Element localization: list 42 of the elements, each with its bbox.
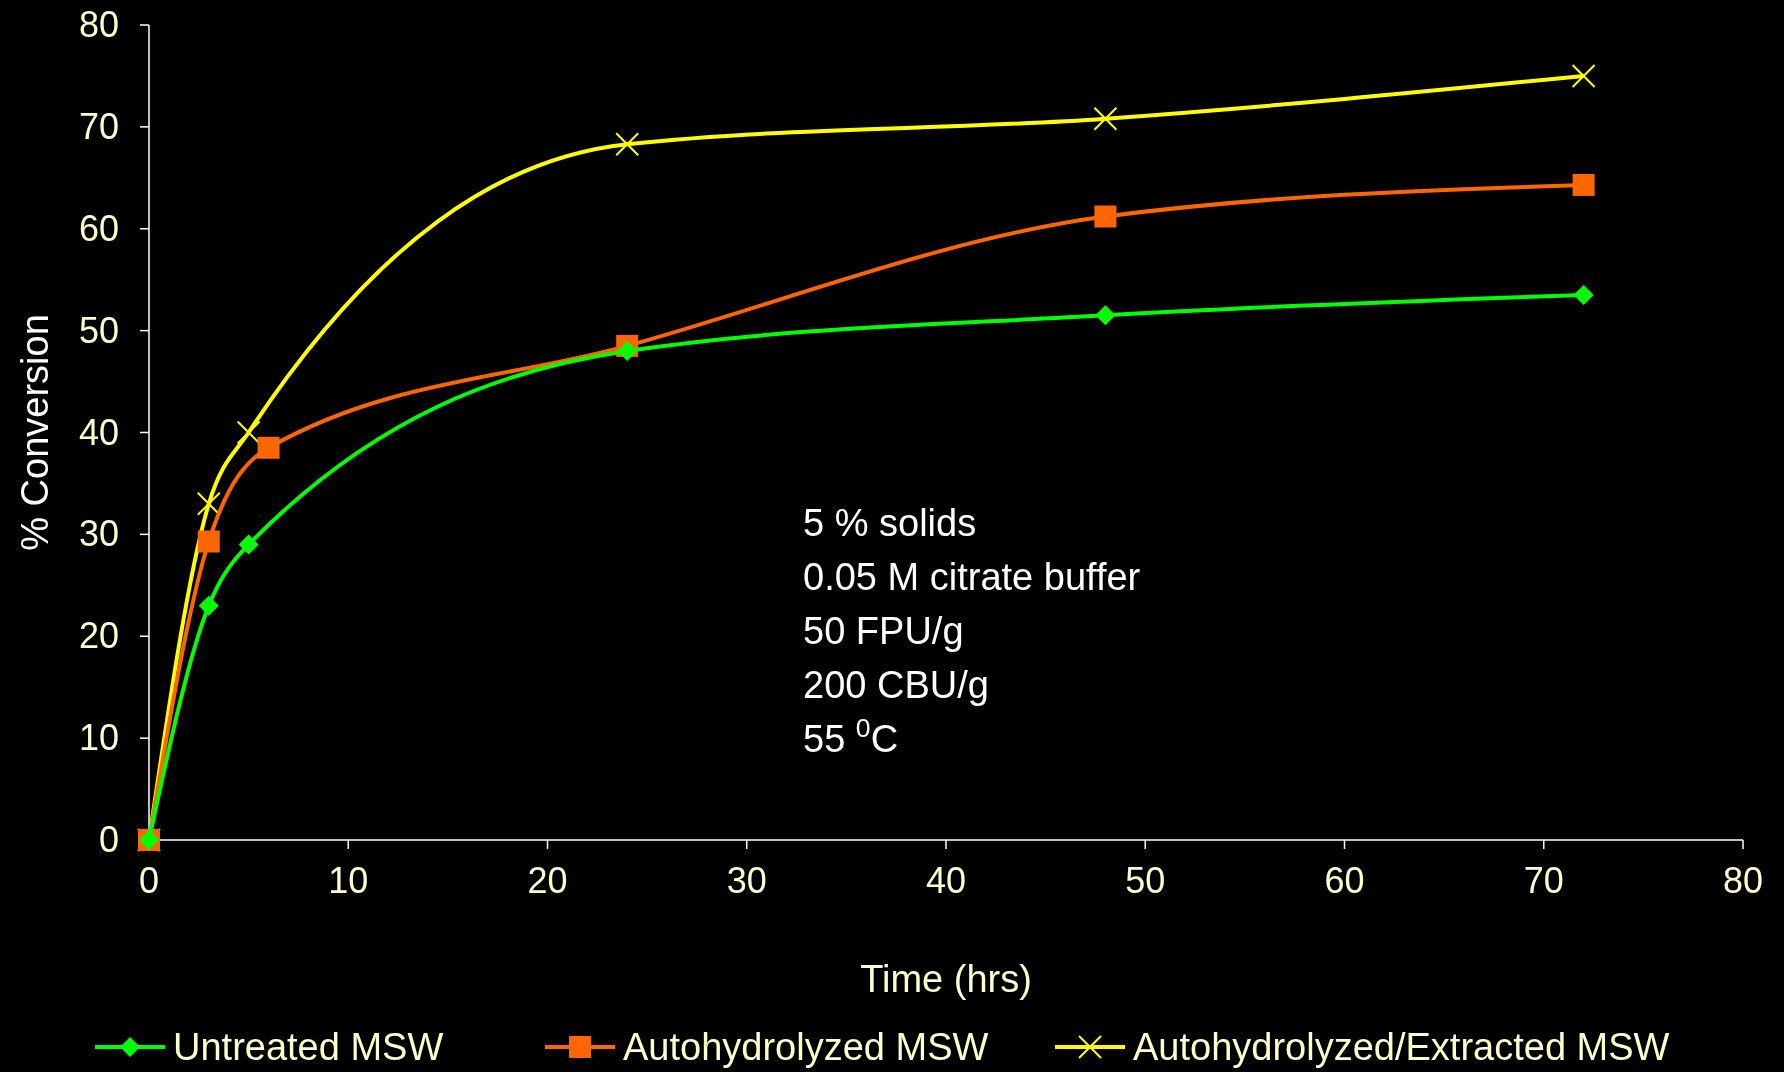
point xyxy=(615,132,640,157)
annotation: 55 $^{0}$C xyxy=(803,713,899,760)
point xyxy=(197,530,220,553)
point xyxy=(1573,284,1594,305)
point xyxy=(1572,173,1595,196)
legend-label: Autohydrolyzed/Extracted MSW xyxy=(1133,1026,1670,1068)
y-tick-label: 10 xyxy=(78,717,119,759)
point xyxy=(238,534,259,555)
x-tick-label: 50 xyxy=(1125,860,1166,901)
y-tick-label: 70 xyxy=(78,105,119,147)
y-tick-label: 0 xyxy=(98,819,119,860)
annotation: 5 % solids xyxy=(803,502,977,544)
annotation: 0.05 M citrate buffer xyxy=(803,556,1141,598)
point xyxy=(196,491,221,516)
x-tick-label: 80 xyxy=(1722,860,1764,901)
point xyxy=(236,420,261,445)
annotation: 50 FPU/g xyxy=(803,610,964,652)
legend-label: Autohydrolyzed MSW xyxy=(623,1026,989,1068)
point xyxy=(1571,63,1596,88)
x-tick-label: 10 xyxy=(328,860,369,901)
y-tick-label: 20 xyxy=(78,615,119,657)
x-axis-title: Time (hrs) xyxy=(860,958,1032,1000)
y-tick-label: 80 xyxy=(78,4,119,45)
legend-label: Untreated MSW xyxy=(173,1026,444,1068)
point xyxy=(1094,205,1117,228)
x-tick-label: 40 xyxy=(925,860,967,901)
x-tick-label: 70 xyxy=(1523,860,1564,901)
x-tick-label: 0 xyxy=(138,860,160,901)
x-tick-label: 20 xyxy=(527,860,568,901)
x-tick-label: 60 xyxy=(1324,860,1365,901)
point xyxy=(1095,305,1116,326)
y-axis-title: % Conversion xyxy=(14,314,56,551)
annotation: 200 CBU/g xyxy=(803,664,989,706)
point xyxy=(1093,106,1118,131)
y-tick-label: 60 xyxy=(78,207,119,249)
y-tick-label: 50 xyxy=(78,309,119,351)
y-tick-label: 40 xyxy=(78,411,119,453)
point xyxy=(617,341,638,361)
y-tick-label: 30 xyxy=(78,513,119,555)
x-tick-label: 30 xyxy=(726,860,767,901)
point xyxy=(198,595,219,616)
point xyxy=(257,436,280,459)
